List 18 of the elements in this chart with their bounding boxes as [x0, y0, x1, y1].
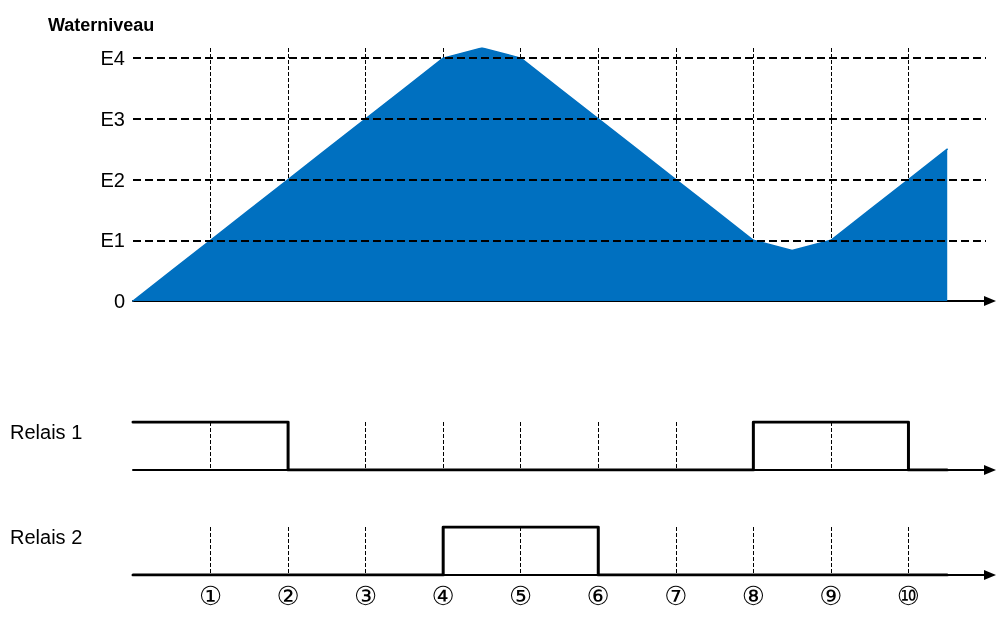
x-tick-label: ⑩: [896, 581, 921, 611]
x-tick-label: ④: [431, 581, 455, 611]
ref-line-label: E2: [100, 168, 125, 191]
ref-line-label: E3: [100, 107, 125, 130]
y-axis-title: Relais 2: [10, 526, 83, 548]
x-tick-label: ⑥: [586, 581, 610, 611]
x-tick-label: ③: [353, 581, 378, 611]
x-tick-label: ⑨: [819, 581, 843, 611]
x-tick-label: ①: [198, 581, 223, 611]
x-tick-label: ⑦: [664, 581, 688, 611]
x-tick-label: ⑧: [741, 581, 766, 611]
ref-line-label: E4: [100, 47, 125, 70]
y-axis-title: Waterniveau: [48, 15, 155, 35]
x-tick-label: ②: [276, 581, 300, 611]
ref-line-label: E1: [100, 229, 125, 252]
text: 0: [113, 290, 125, 312]
y-axis-title: Relais 1: [10, 421, 83, 443]
x-tick-label: ⑤: [509, 581, 533, 611]
